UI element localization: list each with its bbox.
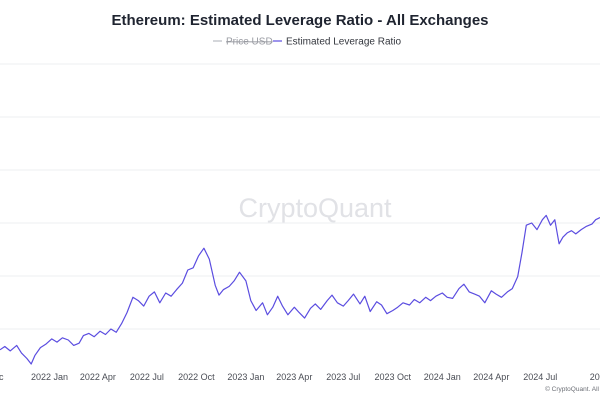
- leverage-ratio-line: [0, 214, 600, 365]
- grid-lines: [0, 63, 600, 330]
- legend-leverage-ratio[interactable]: Estimated Leverage Ratio: [286, 37, 402, 48]
- chart-title: Ethereum: Estimated Leverage Ratio - All…: [111, 12, 488, 29]
- x-tick-label: 2024 Jul: [523, 372, 557, 382]
- x-tick-label: 2022 Apr: [80, 372, 116, 382]
- x-tick-label: 2023 Apr: [276, 372, 312, 382]
- x-tick-label: 2022 Jul: [130, 372, 164, 382]
- x-tick-label: 2023 Jan: [227, 372, 264, 382]
- x-tick-label: 2024 Apr: [473, 372, 509, 382]
- watermark-text: CryptoQuant: [238, 193, 392, 223]
- x-tick-label: 2022 Jan: [31, 372, 68, 382]
- x-axis-ticks: c 2022 Jan 2022 Apr 2022 Jul 2022 Oct 2023 Ja…: [0, 372, 600, 382]
- x-tick-label: 2024 Oct: [590, 372, 600, 382]
- legend-price-usd[interactable]: Price USD: [226, 37, 273, 48]
- x-tick-label: 2023 Oct: [375, 372, 412, 382]
- legend: Price USD Estimated Leverage Ratio: [213, 37, 402, 48]
- x-tick-label: c: [0, 372, 4, 382]
- x-tick-label: 2023 Jul: [326, 372, 360, 382]
- x-tick-label: 2022 Oct: [178, 372, 215, 382]
- x-tick-label: 2024 Jan: [424, 372, 461, 382]
- source-credit: © CryptoQuant. All: [545, 385, 599, 393]
